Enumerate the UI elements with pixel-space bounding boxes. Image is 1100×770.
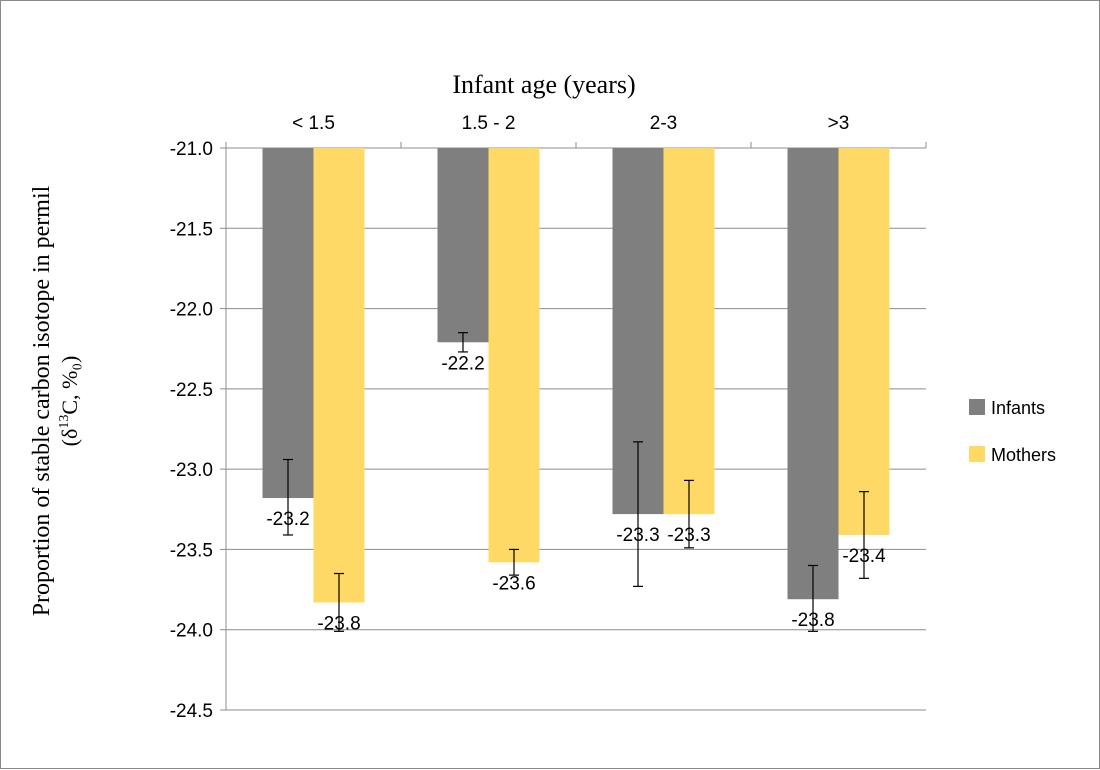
bar-mothers xyxy=(488,148,540,563)
y-tick-label: -24.5 xyxy=(170,701,213,722)
bar-infants xyxy=(787,148,839,600)
error-bars xyxy=(283,332,869,632)
category-label: 2-3 xyxy=(650,113,677,134)
y-axis-title-prefix: (δ xyxy=(57,429,82,447)
data-label: -23.3 xyxy=(616,525,659,546)
bar-infants xyxy=(262,148,314,499)
data-labels: -23.2 -22.2 -23.3 -23.8 -23.8 -23.6 -23.3 -23.4 xyxy=(266,353,886,634)
data-label: -23.2 xyxy=(266,509,309,530)
data-label: -23.8 xyxy=(317,613,360,634)
y-tick-label: -21.5 xyxy=(170,219,213,240)
y-axis-title-suffix: C, %₀) xyxy=(57,356,82,415)
data-label: -22.2 xyxy=(441,353,484,374)
category-labels: < 1.5 1.5 - 2 2-3 >3 xyxy=(292,113,849,134)
data-label: -23.8 xyxy=(791,610,834,631)
legend: Infants Mothers xyxy=(969,398,1056,465)
y-axis-title-line2: (δ13C, %₀) xyxy=(57,356,82,447)
legend-label-infants: Infants xyxy=(991,398,1045,418)
bar-mothers xyxy=(838,148,890,535)
x-axis-title: Infant age (years) xyxy=(452,70,635,99)
y-tick-label: -23.5 xyxy=(170,540,213,561)
data-label: -23.6 xyxy=(492,573,535,594)
bars xyxy=(262,148,890,603)
data-label: -23.4 xyxy=(842,546,886,567)
y-tick-label: -22.0 xyxy=(170,300,213,321)
y-tick-label: -23.0 xyxy=(170,460,213,481)
data-label: -23.3 xyxy=(667,525,710,546)
legend-swatch-infants xyxy=(969,399,985,415)
category-label: >3 xyxy=(828,113,850,134)
category-label: 1.5 - 2 xyxy=(462,113,516,134)
y-tick-label: -22.5 xyxy=(170,380,213,401)
y-tick-label: -24.0 xyxy=(170,621,213,642)
category-label: < 1.5 xyxy=(292,113,335,134)
bar-mothers xyxy=(313,148,365,603)
y-axis-ticks: -21.0 -21.5 -22.0 -22.5 -23.0 -23.5 -24.0 -24.5 xyxy=(170,139,213,722)
legend-swatch-mothers xyxy=(969,446,985,462)
y-axis-title-superscript: 13 xyxy=(57,415,72,429)
legend-label-mothers: Mothers xyxy=(991,445,1056,465)
bar-mothers xyxy=(663,148,715,515)
y-tick-label: -21.0 xyxy=(170,139,213,160)
y-axis-title-line1: Proportion of stable carbon isotope in p… xyxy=(29,185,55,616)
bar-infants xyxy=(437,148,489,343)
y-axis-title: Proportion of stable carbon isotope in p… xyxy=(29,185,82,616)
